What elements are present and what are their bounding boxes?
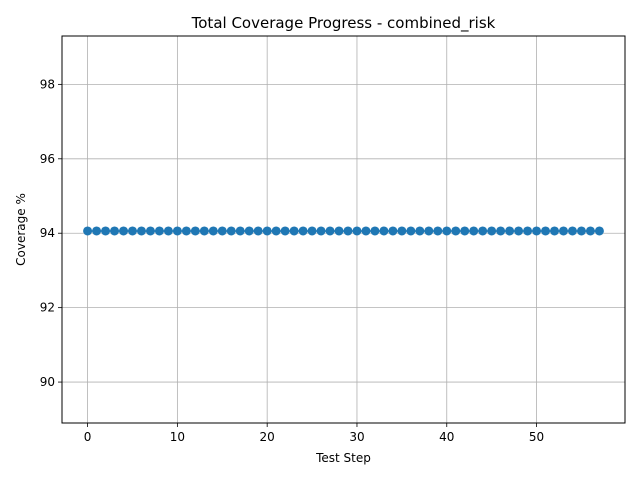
data-point [523, 226, 533, 236]
x-tick-label: 20 [260, 430, 275, 444]
data-point [271, 226, 281, 236]
data-point [253, 226, 263, 236]
series-layer [83, 226, 604, 236]
data-point [119, 226, 129, 236]
x-tick-label: 10 [170, 430, 185, 444]
data-point [370, 226, 380, 236]
y-tick-label: 98 [40, 77, 55, 91]
y-ticks: 90 92 94 96 98 [40, 77, 62, 389]
y-tick-label: 90 [40, 375, 55, 389]
data-point [532, 226, 542, 236]
data-point [451, 226, 461, 236]
x-tick-label: 50 [529, 430, 544, 444]
data-point [181, 226, 191, 236]
data-point [469, 226, 479, 236]
y-tick-label: 94 [40, 226, 55, 240]
data-point [352, 226, 362, 236]
data-point [217, 226, 227, 236]
data-point [83, 226, 93, 236]
data-point [316, 226, 326, 236]
data-point [190, 226, 200, 236]
data-point [325, 226, 335, 236]
data-point [550, 226, 560, 236]
data-point [208, 226, 218, 236]
data-point [280, 226, 290, 236]
data-point [388, 226, 398, 236]
data-point [514, 226, 524, 236]
data-point [478, 226, 488, 236]
data-point [298, 226, 308, 236]
data-point [505, 226, 515, 236]
data-point [172, 226, 182, 236]
data-point [343, 226, 353, 236]
data-point [379, 226, 389, 236]
data-point [576, 226, 586, 236]
y-tick-label: 96 [40, 152, 55, 166]
data-point [361, 226, 371, 236]
data-point [415, 226, 425, 236]
data-point [127, 226, 137, 236]
x-ticks: 0 10 20 30 40 50 [84, 423, 544, 444]
x-axis-label: Test Step [315, 451, 371, 465]
data-point [226, 226, 236, 236]
data-point [487, 226, 497, 236]
y-axis-label: Coverage % [14, 193, 28, 266]
data-point [163, 226, 173, 236]
data-point [244, 226, 254, 236]
data-point [442, 226, 452, 236]
data-point [585, 226, 595, 236]
data-point [101, 226, 111, 236]
data-point [397, 226, 407, 236]
x-tick-label: 40 [439, 430, 454, 444]
data-point [541, 226, 551, 236]
data-point [460, 226, 470, 236]
data-point [289, 226, 299, 236]
data-point [433, 226, 443, 236]
data-point [594, 226, 604, 236]
x-tick-label: 0 [84, 430, 92, 444]
plot-frame [61, 35, 626, 424]
data-point [199, 226, 209, 236]
data-point [334, 226, 344, 236]
data-point [110, 226, 120, 236]
data-point [496, 226, 506, 236]
chart-title: Total Coverage Progress - combined_risk [191, 14, 496, 33]
data-point [136, 226, 146, 236]
x-tick-label: 30 [349, 430, 364, 444]
data-point [406, 226, 416, 236]
y-tick-label: 92 [40, 301, 55, 315]
data-point [154, 226, 164, 236]
data-point [145, 226, 155, 236]
data-point [92, 226, 102, 236]
data-point [424, 226, 434, 236]
data-point [558, 226, 568, 236]
data-point [262, 226, 272, 236]
data-point [567, 226, 577, 236]
data-point [307, 226, 317, 236]
data-point [235, 226, 245, 236]
